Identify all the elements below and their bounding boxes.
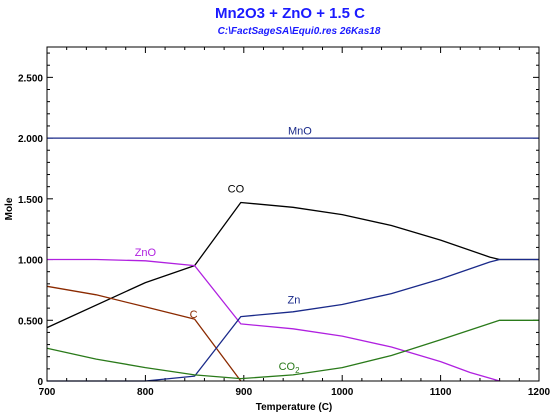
series-line-zn bbox=[47, 258, 539, 382]
series-label-zn: Zn bbox=[288, 294, 301, 306]
x-tick-label: 1100 bbox=[430, 387, 452, 398]
y-tick-label: 1.500 bbox=[18, 195, 43, 206]
chart-subtitle: C:\FactSageSA\Equi0.res 26Kas18 bbox=[218, 26, 381, 37]
series-label-co2: CO2 bbox=[279, 361, 301, 375]
series-line-co2 bbox=[46, 319, 539, 380]
series-label-co: CO bbox=[228, 184, 245, 196]
series-label-main: CO bbox=[279, 361, 296, 373]
x-axis-title: Temperature (C) bbox=[256, 402, 333, 413]
series-label-subscript: 2 bbox=[295, 366, 300, 375]
series-line-co bbox=[46, 201, 539, 329]
y-tick-label: 1.000 bbox=[18, 256, 43, 267]
plot-frame bbox=[46, 46, 540, 382]
y-tick-label: 2.500 bbox=[18, 73, 43, 84]
y-tick-label: 2.000 bbox=[18, 134, 43, 145]
y-axis-title: Mole bbox=[4, 197, 15, 220]
series-line-c bbox=[46, 285, 242, 382]
series-label-c: C bbox=[190, 309, 198, 321]
x-tick-label: 1200 bbox=[528, 387, 550, 398]
x-tick-label: 700 bbox=[39, 387, 56, 398]
x-tick-label: 900 bbox=[235, 387, 252, 398]
y-tick-label: 0 bbox=[37, 377, 43, 388]
axis-ticks: 700 800 900 1000 1100 1200 0 0.500 1.000 1.500 2.0… bbox=[18, 47, 550, 398]
x-tick-label: 800 bbox=[137, 387, 154, 398]
series-line-zno bbox=[47, 258, 500, 382]
y-tick-label: 0.500 bbox=[18, 316, 43, 327]
series-label-mno: MnO bbox=[288, 125, 312, 137]
chart-title: Mn2O3 + ZnO + 1.5 C bbox=[215, 5, 365, 22]
series-lines bbox=[46, 137, 539, 382]
series-label-zno: ZnO bbox=[135, 247, 157, 259]
x-tick-label: 1000 bbox=[331, 387, 354, 398]
